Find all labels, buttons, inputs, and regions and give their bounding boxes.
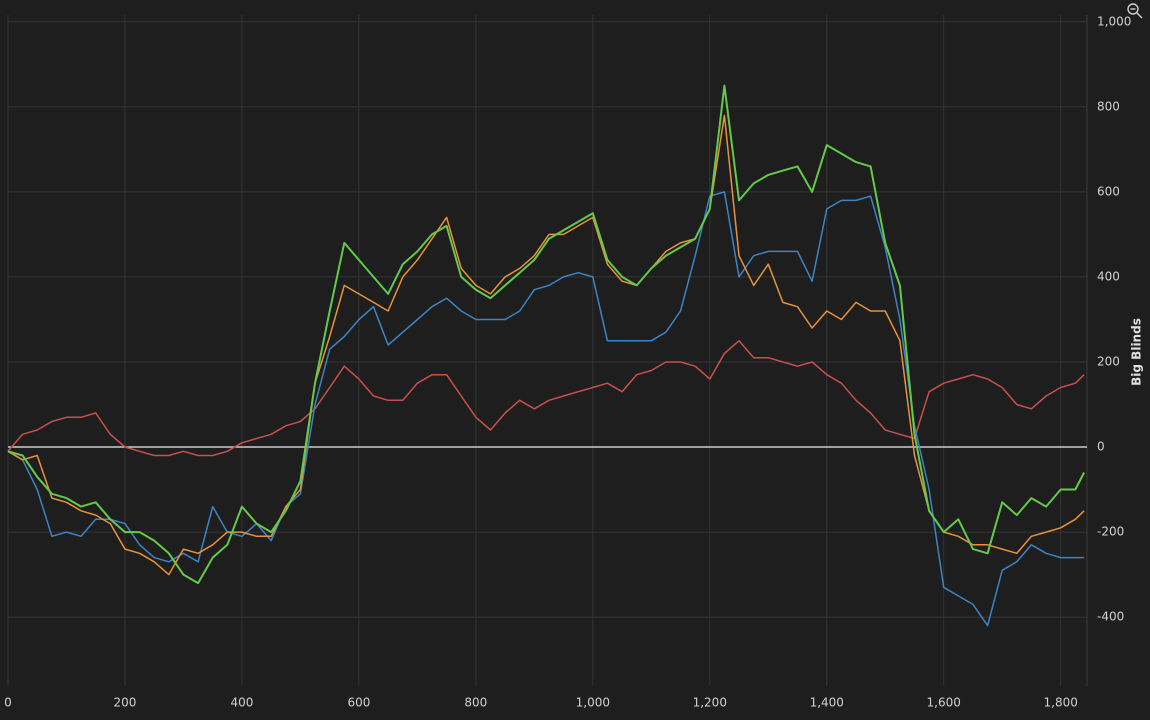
y-tick-label: 400 — [1097, 269, 1120, 283]
x-tick-label: 400 — [230, 696, 253, 710]
y-tick-label: 800 — [1097, 99, 1120, 113]
zoom-handle — [1136, 12, 1143, 19]
x-tick-label: 800 — [464, 696, 487, 710]
x-tick-label: 0 — [4, 696, 12, 710]
x-tick-label: 200 — [114, 696, 137, 710]
x-tick-label: 600 — [347, 696, 370, 710]
y-tick-label: 200 — [1097, 354, 1120, 368]
zoom-lens — [1127, 3, 1139, 15]
y-tick-label: 600 — [1097, 184, 1120, 198]
zoom-icon[interactable] — [1127, 3, 1143, 19]
y-axis-title: Big Blinds — [1130, 318, 1144, 386]
y-tick-label: -200 — [1097, 525, 1124, 539]
series-line — [7, 84, 1085, 585]
x-tick-label: 1,400 — [810, 696, 844, 710]
y-tick-label: -400 — [1097, 610, 1124, 624]
series-line — [7, 114, 1085, 576]
series-line — [7, 339, 1085, 457]
y-tick-label: 0 — [1097, 440, 1105, 454]
x-tick-label: 1,600 — [927, 696, 961, 710]
y-tick-label: 1,000 — [1097, 14, 1131, 28]
x-tick-label: 1,200 — [693, 696, 727, 710]
x-tick-label: 1,000 — [576, 696, 610, 710]
x-tick-label: 1,800 — [1044, 696, 1078, 710]
